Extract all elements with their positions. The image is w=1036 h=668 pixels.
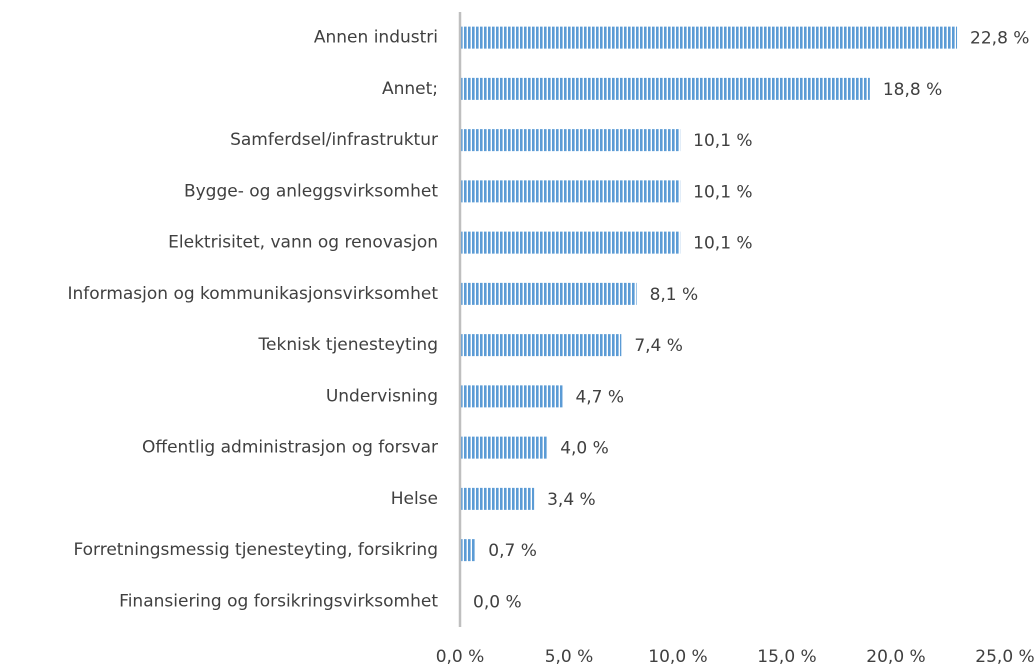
- y-tick-label: Forretningsmessig tjenesteyting, forsikr…: [73, 540, 438, 560]
- bar: [460, 436, 548, 459]
- y-tick-label: Bygge- og anleggsvirksomhet: [184, 181, 438, 201]
- data-label: 10,1 %: [693, 234, 752, 254]
- y-tick-label: Samferdsel/infrastruktur: [230, 130, 438, 150]
- y-tick-label: Annen industri: [314, 28, 438, 48]
- y-tick-label: Annet;: [382, 79, 438, 99]
- bar: [460, 231, 681, 254]
- data-label: 0,7 %: [488, 541, 537, 561]
- y-tick-label: Teknisk tjenesteyting: [258, 335, 438, 355]
- data-label: 18,8 %: [883, 80, 942, 100]
- data-label: 7,4 %: [634, 336, 683, 356]
- data-label: 10,1 %: [693, 131, 752, 151]
- data-label: 4,7 %: [575, 387, 624, 407]
- y-tick-label: Informasjon og kommunikasjonsvirksomhet: [67, 284, 438, 304]
- x-tick-label: 20,0 %: [866, 647, 925, 667]
- bar: [460, 180, 681, 203]
- y-tick-label: Helse: [391, 489, 438, 509]
- bar: [460, 77, 870, 100]
- y-tick-label: Elektrisitet, vann og renovasjon: [168, 233, 438, 253]
- bar: [460, 282, 637, 305]
- x-tick-label: 25,0 %: [975, 647, 1034, 667]
- bar: [460, 385, 563, 408]
- data-label: 0,0 %: [473, 592, 522, 612]
- data-label: 10,1 %: [693, 182, 752, 202]
- x-tick-label: 10,0 %: [648, 647, 707, 667]
- x-tick-label: 5,0 %: [545, 647, 594, 667]
- bar: [460, 487, 535, 510]
- data-label: 4,0 %: [560, 439, 609, 459]
- y-tick-label: Undervisning: [326, 386, 438, 406]
- data-label: 22,8 %: [970, 29, 1029, 49]
- data-label: 8,1 %: [650, 285, 699, 305]
- y-tick-label: Finansiering og forsikringsvirksomhet: [119, 591, 438, 611]
- bar: [460, 129, 681, 152]
- y-tick-label: Offentlig administrasjon og forsvar: [142, 438, 438, 458]
- bar: [460, 26, 958, 49]
- bar: [460, 334, 622, 357]
- bar: [460, 539, 476, 562]
- data-label: 3,4 %: [547, 490, 596, 510]
- x-tick-label: 0,0 %: [436, 647, 485, 667]
- x-tick-label: 15,0 %: [757, 647, 816, 667]
